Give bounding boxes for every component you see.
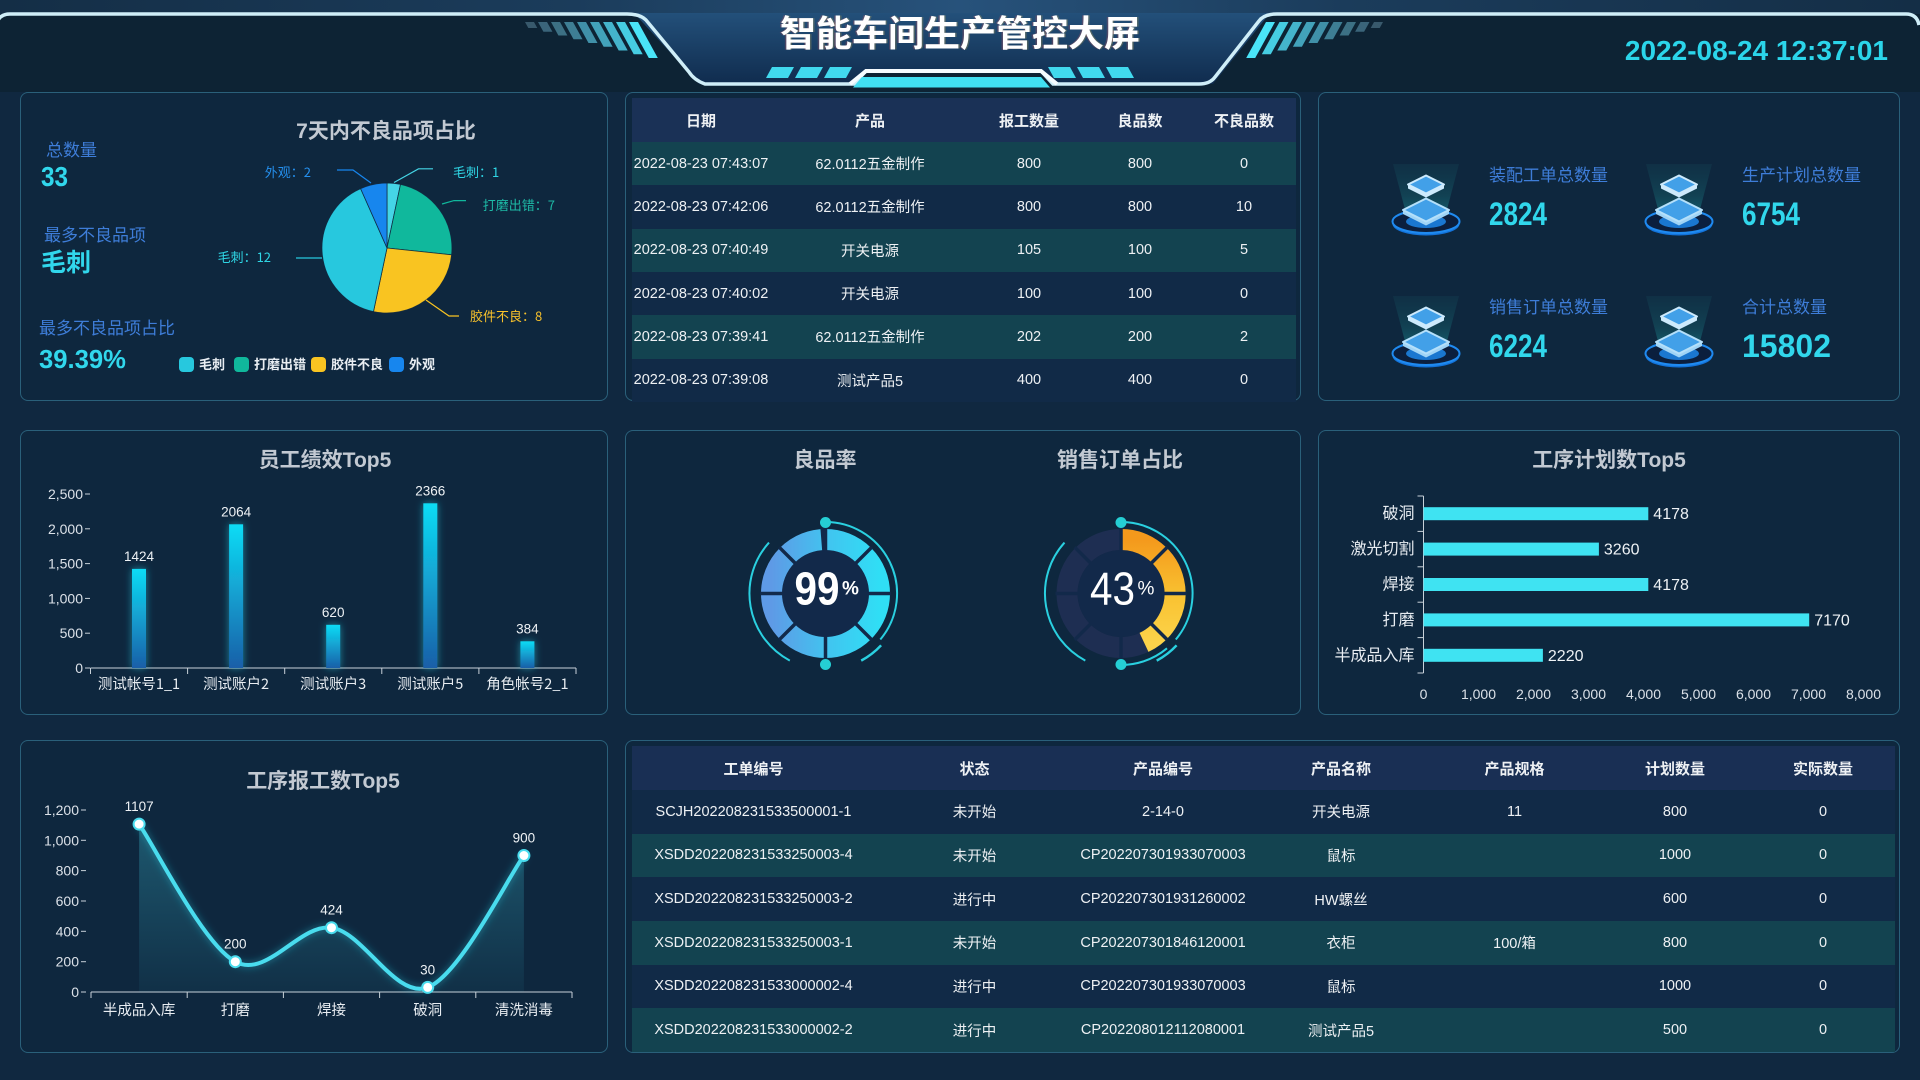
svg-text:测试账户3: 测试账户3	[300, 673, 366, 694]
svg-text:最多不良品项: 最多不良品项	[44, 221, 146, 246]
svg-text:200: 200	[56, 954, 80, 970]
svg-text:2,000: 2,000	[1516, 686, 1551, 702]
svg-text:0: 0	[75, 660, 83, 676]
svg-text:测试账户2: 测试账户2	[203, 673, 269, 694]
svg-text:1,000: 1,000	[44, 832, 79, 848]
svg-text:4178: 4178	[1653, 577, 1689, 594]
svg-text:2064: 2064	[221, 504, 252, 519]
svg-text:1,000: 1,000	[48, 590, 83, 606]
svg-text:销售订单占比: 销售订单占比	[1057, 449, 1183, 472]
svg-text:良品率: 良品率	[794, 448, 857, 472]
svg-text:800: 800	[56, 863, 80, 879]
svg-text:%: %	[842, 579, 859, 600]
svg-text:打磨出错: 打磨出错	[254, 354, 306, 373]
svg-text:毛刺：1: 毛刺：1	[453, 162, 499, 181]
svg-text:30: 30	[420, 962, 435, 977]
svg-text:工序计划数Top5: 工序计划数Top5	[1532, 449, 1686, 472]
svg-text:胶件不良：8: 胶件不良：8	[470, 306, 542, 325]
svg-text:装配工单总数量: 装配工单总数量	[1489, 161, 1608, 186]
svg-text:7天内不良品项占比: 7天内不良品项占比	[296, 119, 476, 143]
svg-text:毛刺: 毛刺	[199, 354, 225, 373]
svg-text:焊接: 焊接	[1382, 571, 1414, 595]
svg-text:200: 200	[224, 937, 247, 952]
svg-text:2,000: 2,000	[48, 521, 83, 537]
svg-text:员工绩效Top5: 员工绩效Top5	[259, 449, 392, 472]
svg-text:毛刺: 毛刺	[41, 243, 91, 279]
svg-text:2824: 2824	[1489, 196, 1547, 232]
svg-text:500: 500	[60, 625, 84, 641]
svg-text:2022-08-24 12:37:01: 2022-08-24 12:37:01	[1625, 35, 1888, 66]
svg-text:1107: 1107	[125, 799, 154, 814]
svg-text:0: 0	[1420, 686, 1428, 702]
svg-text:3,000: 3,000	[1571, 686, 1606, 702]
svg-text:7,000: 7,000	[1791, 686, 1826, 702]
svg-text:合计总数量: 合计总数量	[1742, 293, 1827, 318]
svg-text:0: 0	[71, 984, 79, 1000]
svg-text:7170: 7170	[1814, 612, 1850, 629]
svg-text:总数量: 总数量	[46, 136, 97, 161]
svg-text:620: 620	[322, 605, 345, 620]
svg-text:99: 99	[795, 563, 840, 615]
svg-text:2220: 2220	[1548, 648, 1584, 665]
svg-text:1424: 1424	[124, 549, 155, 564]
svg-text:15802: 15802	[1742, 328, 1831, 364]
svg-text:破洞: 破洞	[413, 999, 442, 1020]
svg-text:生产计划总数量: 生产计划总数量	[1742, 161, 1861, 186]
svg-text:6,000: 6,000	[1736, 686, 1771, 702]
svg-text:胶件不良: 胶件不良	[331, 354, 383, 373]
svg-text:424: 424	[320, 903, 343, 918]
svg-text:1,500: 1,500	[48, 556, 83, 572]
svg-text:清洗消毒: 清洗消毒	[495, 999, 553, 1020]
svg-text:最多不良品项占比: 最多不良品项占比	[39, 314, 175, 339]
svg-text:3260: 3260	[1604, 542, 1640, 559]
svg-text:6754: 6754	[1742, 196, 1800, 232]
svg-text:43: 43	[1090, 563, 1135, 615]
svg-text:6224: 6224	[1489, 328, 1547, 364]
svg-text:毛刺：12: 毛刺：12	[218, 247, 271, 266]
svg-text:打磨: 打磨	[221, 999, 250, 1020]
svg-text:破洞: 破洞	[1382, 500, 1414, 524]
svg-text:半成品入库: 半成品入库	[103, 999, 176, 1020]
svg-text:销售订单总数量: 销售订单总数量	[1489, 293, 1608, 318]
svg-text:外观：2: 外观：2	[265, 162, 311, 181]
svg-text:外观: 外观	[409, 354, 435, 373]
svg-text:2366: 2366	[415, 483, 445, 498]
svg-text:测试账户5: 测试账户5	[397, 673, 463, 694]
svg-text:智能车间生产管控大屏: 智能车间生产管控大屏	[780, 5, 1140, 57]
svg-text:焊接: 焊接	[317, 999, 346, 1020]
svg-text:角色帐号2_1: 角色帐号2_1	[486, 673, 568, 694]
svg-text:测试帐号1_1: 测试帐号1_1	[98, 673, 180, 694]
svg-text:5,000: 5,000	[1681, 686, 1716, 702]
svg-text:打磨: 打磨	[1382, 606, 1414, 630]
svg-text:2,500: 2,500	[48, 486, 83, 502]
svg-text:激光切割: 激光切割	[1350, 535, 1414, 559]
svg-text:384: 384	[516, 621, 539, 636]
svg-text:半成品入库: 半成品入库	[1334, 641, 1414, 665]
svg-text:8,000: 8,000	[1846, 686, 1881, 702]
svg-text:4178: 4178	[1653, 506, 1689, 523]
svg-text:33: 33	[41, 161, 68, 192]
svg-text:工序报工数Top5: 工序报工数Top5	[246, 770, 400, 793]
svg-text:400: 400	[56, 923, 80, 939]
svg-text:600: 600	[56, 893, 80, 909]
svg-text:1,200: 1,200	[44, 802, 79, 818]
svg-text:打磨出错：7: 打磨出错：7	[483, 195, 555, 214]
svg-text:%: %	[1138, 579, 1155, 600]
svg-text:900: 900	[513, 831, 536, 846]
svg-text:4,000: 4,000	[1626, 686, 1661, 702]
svg-text:39.39%: 39.39%	[39, 344, 126, 374]
svg-text:1,000: 1,000	[1461, 686, 1496, 702]
